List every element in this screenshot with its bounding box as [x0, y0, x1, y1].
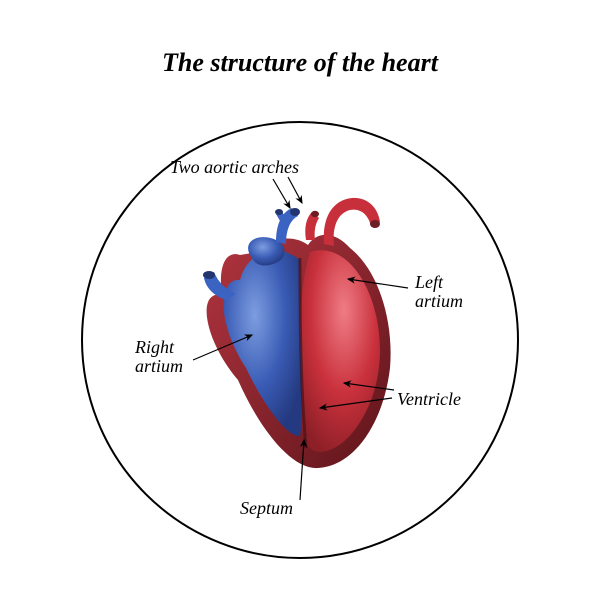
label-ventricle: Ventricle: [397, 390, 461, 409]
heart-diagram-svg: [0, 0, 600, 600]
diagram-stage: The structure of the heart Two aortic ar…: [0, 0, 600, 600]
label-septum: Septum: [240, 499, 293, 518]
diagram-title: The structure of the heart: [0, 48, 600, 78]
label-left-atrium: Leftartium: [415, 273, 463, 311]
label-aortic-arches: Two aortic arches: [170, 158, 299, 177]
label-right-atrium: Rightartium: [135, 338, 183, 376]
